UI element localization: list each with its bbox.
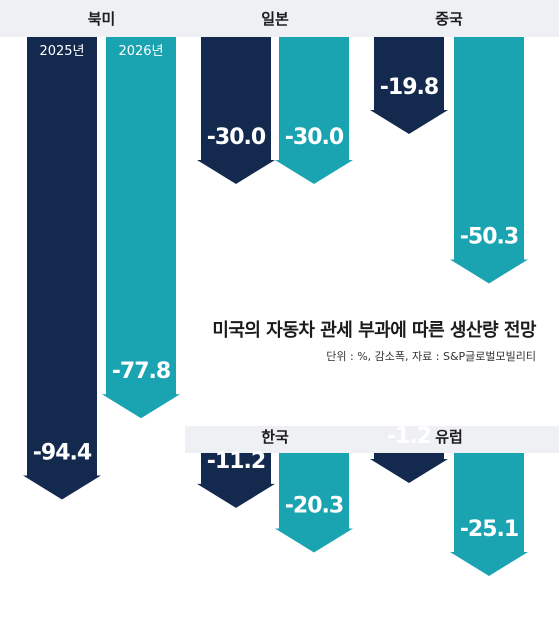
panel-5-bar-1 (370, 453, 448, 483)
panel-3-bar-1 (370, 37, 448, 135)
panel-4-bar-2 (275, 453, 353, 553)
panel-4-label: 한국 (261, 428, 289, 446)
panel-5-bar-2 (450, 453, 528, 576)
bars-layer (23, 37, 528, 576)
panel-2-bar-1 (197, 37, 275, 184)
panel-3-bar-2 (450, 37, 528, 284)
legend-series-2: 2026년 (118, 44, 163, 59)
panel-3-label: 중국 (435, 10, 463, 28)
panel-1-bar-2 (102, 37, 180, 419)
panel-2-value-2: -30.0 (285, 125, 344, 150)
panel-2-label: 일본 (261, 10, 289, 28)
panel-5-value-1: -1.2 (387, 424, 431, 449)
legend-series-1: 2025년 (39, 44, 84, 59)
panel-2-value-1: -30.0 (207, 125, 266, 150)
panel-2-bar-2 (275, 37, 353, 184)
panel-1-value-2: -77.8 (112, 359, 170, 384)
panel-4-value-1: -11.2 (207, 449, 265, 474)
top-band (0, 0, 559, 37)
source-note: 단위 : %, 감소폭, 자료 : S&P글로벌모빌리티 (326, 350, 536, 363)
panel-4-bar-1 (197, 453, 275, 508)
panel-1-value-1: -94.4 (33, 441, 92, 466)
panel-1-bar-1 (23, 37, 101, 500)
panel-3-value-1: -19.8 (380, 75, 438, 100)
panel-1-label: 북미 (88, 10, 116, 28)
chart-title: 미국의 자동차 관세 부과에 따른 생산량 전망 (212, 320, 537, 341)
middle-band (185, 426, 559, 453)
panel-5-label: 유럽 (435, 428, 463, 446)
panel-3-value-2: -50.3 (460, 224, 518, 249)
labels-layer: 북미 -94.4 -77.8 일본 -30.0 -30.0 중국 -19.8 -50.3 한국 -1… (33, 10, 519, 542)
panel-4-value-2: -20.3 (285, 493, 343, 518)
panel-5-value-2: -25.1 (460, 517, 518, 542)
